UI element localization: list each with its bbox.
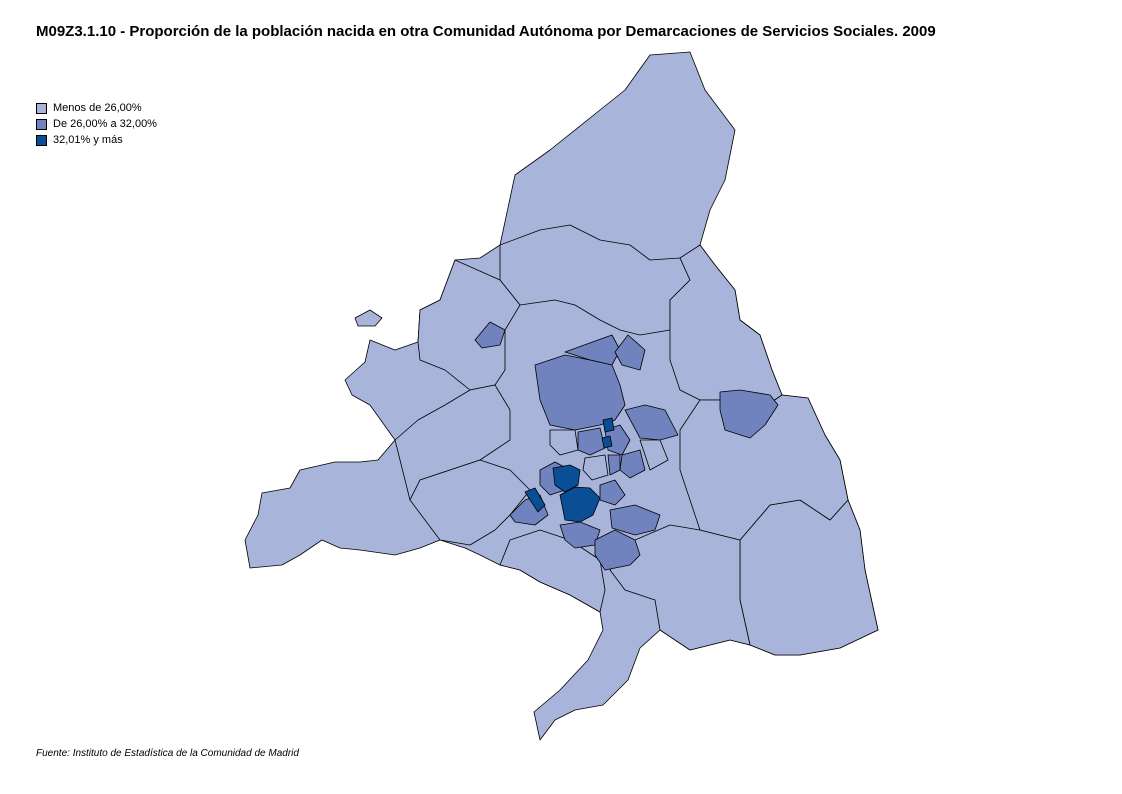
legend-swatch-high bbox=[36, 134, 47, 146]
region-high-4 bbox=[602, 417, 615, 433]
legend-label-mid: De 26,00% a 32,00% bbox=[53, 118, 157, 130]
legend-label-low: Menos de 26,00% bbox=[53, 102, 142, 114]
map-title: M09Z3.1.10 - Proporción de la población … bbox=[36, 23, 936, 40]
source-note: Fuente: Instituto de Estadística de la C… bbox=[36, 748, 299, 759]
region-city-6 bbox=[607, 454, 621, 476]
legend-item-high: 32,01% y más bbox=[36, 132, 157, 148]
region-northeast bbox=[669, 244, 783, 411]
legend-item-mid: De 26,00% a 32,00% bbox=[36, 116, 157, 132]
region-city-5 bbox=[582, 454, 609, 481]
legend-swatch-mid bbox=[36, 118, 47, 130]
region-southeast-large bbox=[739, 499, 879, 656]
region-city-2 bbox=[577, 427, 606, 456]
legend-item-low: Menos de 26,00% bbox=[36, 100, 157, 116]
region-islet bbox=[354, 309, 383, 327]
map-legend: Menos de 26,00% De 26,00% a 32,00% 32,01… bbox=[36, 100, 157, 148]
region-high-3 bbox=[524, 487, 546, 513]
region-south-central bbox=[499, 529, 606, 613]
region-mid-north-1 bbox=[474, 321, 506, 349]
region-city-7 bbox=[639, 439, 669, 471]
region-mid-central-north bbox=[534, 354, 626, 431]
region-mid-east-1 bbox=[624, 404, 679, 441]
region-city-1 bbox=[549, 429, 579, 456]
region-high-5 bbox=[601, 435, 613, 449]
region-mid-north-3 bbox=[614, 334, 646, 371]
region-high-1 bbox=[552, 464, 581, 493]
region-high-2 bbox=[559, 486, 601, 523]
legend-swatch-low bbox=[36, 102, 47, 114]
region-mid-east-2 bbox=[719, 389, 779, 439]
legend-label-high: 32,01% y más bbox=[53, 134, 123, 146]
region-mid-south-2 bbox=[594, 529, 641, 571]
region-mid-south-3 bbox=[609, 504, 661, 536]
